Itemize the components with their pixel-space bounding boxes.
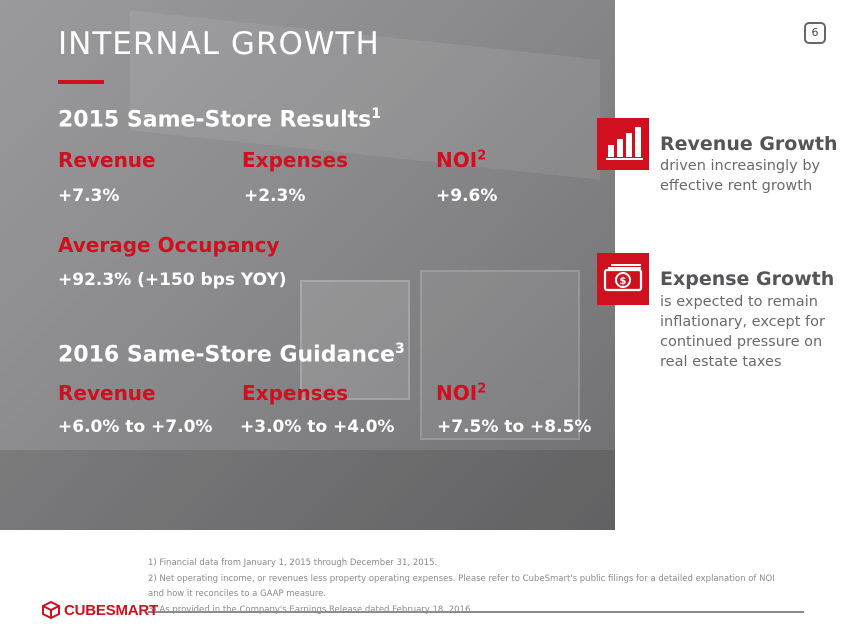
results-revenue-value: +7.3% bbox=[58, 186, 120, 206]
expense-growth-description: is expected to remain inflationary, exce… bbox=[660, 294, 825, 370]
guidance-noi-value: +7.5% to +8.5% bbox=[437, 417, 592, 437]
photo-box-shape bbox=[300, 280, 410, 400]
guidance-expenses-value: +3.0% to +4.0% bbox=[240, 417, 395, 437]
results-revenue-label: Revenue bbox=[58, 148, 156, 172]
page-title: INTERNAL GROWTH bbox=[58, 26, 380, 62]
bar-chart-icon bbox=[597, 118, 649, 170]
revenue-growth-description: driven increasingly by effective rent gr… bbox=[660, 158, 821, 194]
cubesmart-logo: CUBESMART bbox=[42, 600, 158, 620]
footnotes: 1) Financial data from January 1, 2015 t… bbox=[148, 556, 775, 618]
results-expenses-value: +2.3% bbox=[244, 186, 306, 206]
svg-text:$: $ bbox=[620, 276, 627, 287]
guidance-noi-label: NOI2 bbox=[436, 381, 487, 405]
title-underline bbox=[58, 80, 104, 84]
occupancy-value: +92.3% (+150 bps YOY) bbox=[58, 270, 287, 290]
money-icon: $ bbox=[597, 253, 649, 305]
expense-growth-title: Expense Growth bbox=[660, 268, 835, 290]
logo-text: CUBESMART bbox=[64, 601, 159, 619]
guidance-revenue-value: +6.0% to +7.0% bbox=[58, 417, 213, 437]
results-noi-value: +9.6% bbox=[436, 186, 498, 206]
photo-box-shape bbox=[420, 270, 580, 440]
photo-floor-shape bbox=[0, 450, 615, 530]
revenue-growth-title: Revenue Growth bbox=[660, 133, 838, 155]
guidance-revenue-label: Revenue bbox=[58, 381, 156, 405]
background-photo-panel bbox=[0, 0, 615, 530]
guidance-expenses-label: Expenses bbox=[242, 381, 349, 405]
footnote-2: 2) Net operating income, or revenues les… bbox=[148, 573, 775, 584]
results-expenses-label: Expenses bbox=[242, 148, 349, 172]
footnote-3: 3) As provided in the Company's Earnings… bbox=[148, 604, 474, 615]
results-noi-label: NOI2 bbox=[436, 148, 487, 172]
footnote-2-continued: and how it reconciles to a GAAP measure. bbox=[148, 589, 327, 599]
occupancy-label: Average Occupancy bbox=[58, 233, 280, 257]
guidance-2016-heading: 2016 Same-Store Guidance3 bbox=[58, 341, 405, 368]
footnote-1: 1) Financial data from January 1, 2015 t… bbox=[148, 558, 438, 568]
page-number: 6 bbox=[804, 22, 826, 44]
footer-divider bbox=[148, 611, 804, 613]
results-2015-heading: 2015 Same-Store Results1 bbox=[58, 106, 381, 133]
cube-logo-icon bbox=[42, 601, 60, 619]
